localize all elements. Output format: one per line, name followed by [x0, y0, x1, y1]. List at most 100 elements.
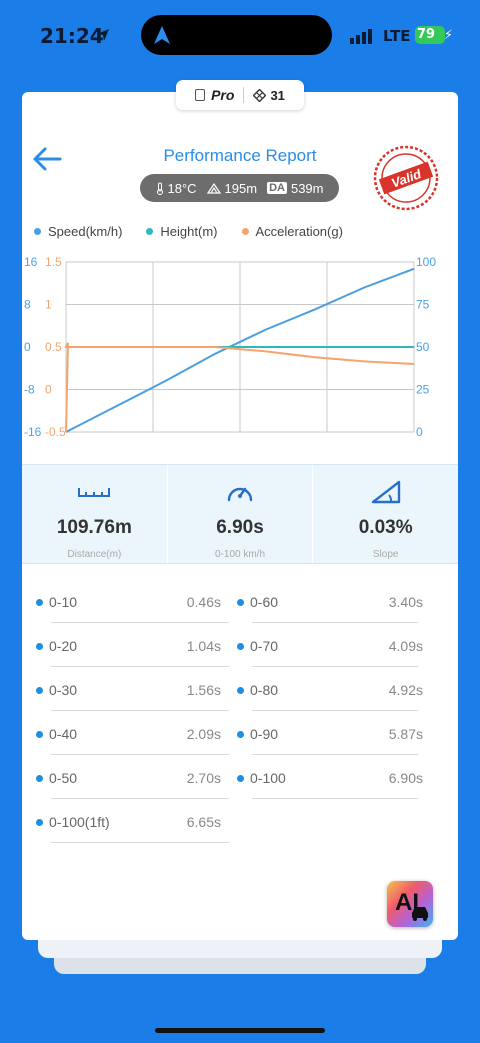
- tick-label-speed: 100: [416, 255, 436, 269]
- row-divider: [252, 798, 418, 799]
- time-row-0-40: 0-40 2.09s: [22, 714, 232, 758]
- battery-level: 79: [417, 27, 436, 42]
- legend-label-acceleration: Acceleration(g): [255, 224, 343, 239]
- row-bullet: [237, 599, 244, 606]
- tick-label-height: 8: [24, 298, 31, 312]
- legend-dot-acceleration: [241, 228, 249, 235]
- slope-icon: [371, 480, 400, 504]
- pro-label: Pro: [211, 87, 235, 103]
- conditions-pill: 18°C 195m DA 539m: [140, 174, 339, 202]
- legend-label-height: Height(m): [160, 224, 218, 239]
- time-row-0-10: 0-10 0.46s: [22, 582, 232, 626]
- row-divider: [51, 710, 229, 711]
- time-value: 6.65s: [186, 814, 221, 830]
- tick-label-acceleration: -0.5: [45, 425, 66, 439]
- time-range: 0-100: [250, 770, 286, 786]
- row-bullet: [237, 731, 244, 738]
- time-value: 1.04s: [186, 638, 221, 654]
- height-value: 195m: [224, 180, 258, 196]
- stat-acceleration-time: 6.90s 0-100 km/h: [168, 465, 314, 563]
- time-range: 0-50: [49, 770, 78, 786]
- row-bullet: [36, 731, 43, 738]
- time-range: 0-90: [250, 726, 279, 742]
- density-altitude-icon: DA: [267, 182, 287, 194]
- row-divider: [51, 666, 229, 667]
- battery-indicator: 79 ⚡: [415, 26, 453, 44]
- row-bullet: [36, 687, 43, 694]
- page-title: Performance Report: [163, 146, 317, 165]
- charging-icon: ⚡: [443, 28, 453, 43]
- time-range: 0-80: [250, 682, 279, 698]
- tick-label-acceleration: 0: [45, 383, 52, 397]
- ai-assistant-button[interactable]: AI: [387, 881, 433, 927]
- tick-label-acceleration: 0.5: [45, 340, 62, 354]
- tick-label-speed: 75: [416, 298, 430, 312]
- time-range: 0-20: [49, 638, 78, 654]
- tick-label-speed: 50: [416, 340, 430, 354]
- document-icon: [195, 89, 206, 101]
- stat-distance: 109.76m Distance(m): [22, 465, 168, 563]
- slope-label: Slope: [372, 549, 399, 560]
- tick-label-acceleration: 1.5: [45, 255, 62, 269]
- navigation-icon: [154, 26, 170, 44]
- legend-dot-height: [146, 228, 154, 235]
- time-value: 4.09s: [388, 638, 423, 654]
- location-arrow-icon: [97, 29, 109, 41]
- acceleration-time-value: 6.90s: [216, 517, 264, 538]
- back-arrow-icon[interactable]: [32, 146, 62, 172]
- performance-chart: 16 1.5 100 8 1 75 0 0.5 50 -8 0 25 -16 -0.5 0: [24, 255, 436, 439]
- mountain-icon: [206, 182, 221, 194]
- thermometer-icon: [156, 182, 163, 195]
- time-range: 0-70: [250, 638, 279, 654]
- time-value: 3.40s: [388, 594, 423, 610]
- tick-label-speed: 25: [416, 383, 430, 397]
- signal-icon: [350, 29, 372, 44]
- row-bullet: [36, 643, 43, 650]
- time-value: 5.87s: [388, 726, 423, 742]
- time-row-0-20: 0-20 1.04s: [22, 626, 232, 670]
- time-value: 1.56s: [186, 682, 221, 698]
- tick-label-height: 0: [24, 340, 31, 354]
- tab-divider: [243, 87, 245, 103]
- time-range: 0-30: [49, 682, 78, 698]
- stat-slope: 0.03% Slope: [313, 465, 458, 563]
- chart-legend: Speed(km/h) Height(m) Acceleration(g): [34, 224, 367, 239]
- tab-count: 31: [270, 87, 285, 103]
- time-value: 2.70s: [186, 770, 221, 786]
- tick-label-height: -8: [24, 383, 35, 397]
- row-bullet: [36, 775, 43, 782]
- time-row-0-70: 0-70 4.09s: [223, 626, 458, 670]
- time-row-0-90: 0-90 5.87s: [223, 714, 458, 758]
- time-value: 0.46s: [186, 594, 221, 610]
- row-bullet: [237, 687, 244, 694]
- legend-dot-speed: [34, 228, 41, 235]
- row-divider: [51, 622, 229, 623]
- tick-label-speed: 0: [416, 425, 423, 439]
- slope-value: 0.03%: [358, 517, 413, 538]
- pro-tab[interactable]: Pro 31: [176, 80, 304, 110]
- ruler-icon: [78, 488, 111, 497]
- puzzle-icon: [253, 88, 267, 102]
- legend-acceleration: Acceleration(g): [241, 224, 343, 239]
- time-range: 0-10: [49, 594, 78, 610]
- time-value: 6.90s: [388, 770, 423, 786]
- row-divider: [51, 798, 229, 799]
- time-value: 4.92s: [388, 682, 423, 698]
- time-range: 0-100(1ft): [49, 814, 110, 830]
- time-row-0-80: 0-80 4.92s: [223, 670, 458, 714]
- density-altitude-value: 539m: [290, 180, 324, 196]
- dynamic-island: [141, 15, 332, 55]
- row-bullet: [36, 599, 43, 606]
- stats-panel: 109.76m Distance(m) 6.90s 0-100 km/h: [22, 464, 458, 564]
- series-line-speed: [65, 267, 415, 433]
- time-row-0-60: 0-60 3.40s: [223, 582, 458, 626]
- row-divider: [252, 666, 418, 667]
- legend-height: Height(m): [146, 224, 218, 239]
- time-row-0-50: 0-50 2.70s: [22, 758, 232, 802]
- distance-label: Distance(m): [67, 549, 122, 560]
- row-divider: [51, 842, 229, 843]
- row-bullet: [237, 643, 244, 650]
- acceleration-time-label: 0-100 km/h: [214, 549, 266, 560]
- home-indicator[interactable]: [155, 1028, 325, 1033]
- legend-speed: Speed(km/h): [34, 224, 122, 239]
